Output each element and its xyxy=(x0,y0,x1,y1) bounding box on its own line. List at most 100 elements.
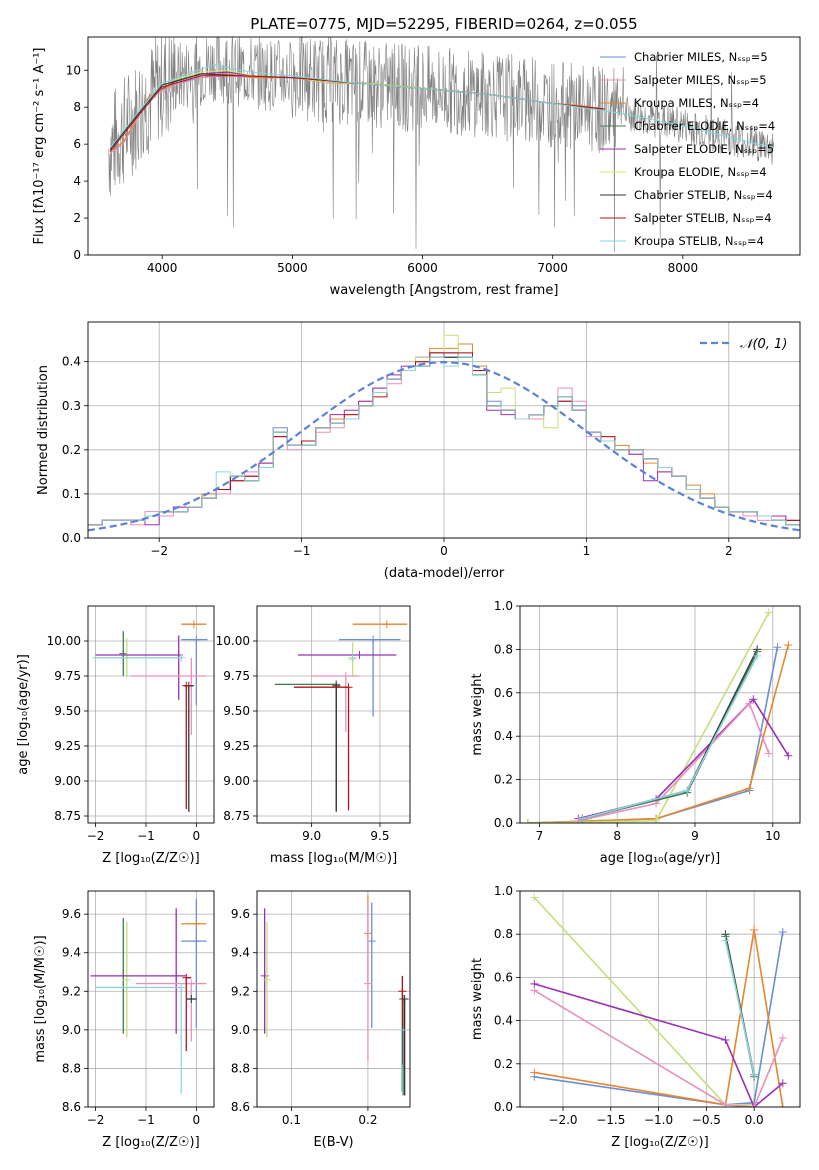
axes-frame xyxy=(87,36,801,256)
weight-marker xyxy=(721,1100,730,1107)
x-tick-label: 10 xyxy=(765,829,780,843)
data-point xyxy=(348,653,357,662)
data-point xyxy=(192,919,201,928)
y-tick-label: 9.0 xyxy=(231,1023,250,1037)
y-tick-label: 8.8 xyxy=(62,1061,81,1075)
x-tick-label: 2 xyxy=(725,544,733,558)
data-point xyxy=(397,1025,406,1034)
y-tick-label: 9.2 xyxy=(62,984,81,998)
plot-area xyxy=(93,620,208,812)
y-tick-label: 9.2 xyxy=(231,984,250,998)
y-tick-label: 0.2 xyxy=(494,773,513,787)
x-axis-label: Z [log₁₀(Z/Z☉)] xyxy=(102,1135,199,1150)
axes-frame xyxy=(519,605,801,824)
y-tick-label: 8.75 xyxy=(54,809,81,823)
data-point xyxy=(192,635,201,644)
y-tick-label: 9.50 xyxy=(54,704,81,718)
data-point xyxy=(341,672,350,680)
data-point xyxy=(177,983,186,992)
weight-marker xyxy=(753,651,762,660)
data-point xyxy=(344,683,353,692)
axes-frame xyxy=(87,890,215,1108)
weight-marker xyxy=(778,1079,787,1088)
plot-area xyxy=(260,894,409,1096)
legend-label: Salpeter MILES, Nₛₛₚ=5 xyxy=(634,73,767,87)
plot-area xyxy=(530,893,787,1107)
y-axis-label: mass [log₁₀(M/M☉)] xyxy=(33,935,48,1062)
y-axis-label: Flux [fλ10⁻¹⁷ erg cm⁻² s⁻¹ A⁻¹] xyxy=(32,48,47,245)
axes-frame xyxy=(87,321,801,539)
plot-area xyxy=(523,608,793,823)
x-axis-label: (data-model)/error xyxy=(384,566,505,581)
x-tick-label: 5000 xyxy=(277,261,308,275)
data-point xyxy=(119,649,128,658)
weight-marker xyxy=(778,1103,787,1107)
data-point xyxy=(367,937,376,946)
x-axis-label: wavelength [Angstrom, rest frame] xyxy=(330,283,559,298)
y-tick-label: 0.4 xyxy=(62,355,81,369)
weight-marker xyxy=(530,986,539,995)
weight-line xyxy=(578,702,770,822)
weight-marker xyxy=(764,749,773,758)
data-point xyxy=(332,681,341,690)
x-tick-label: 9.5 xyxy=(370,829,389,843)
y-tick-label: 1.0 xyxy=(494,599,513,613)
legend-label: Salpeter STELIB, Nₛₛₚ=4 xyxy=(634,211,772,225)
y-axis-label: mass weight xyxy=(470,958,485,1040)
weight-marker xyxy=(683,786,692,795)
axes-frame xyxy=(87,605,215,824)
chart-title: PLATE=0775, MJD=52295, FIBERID=0264, z=0… xyxy=(250,15,637,33)
y-tick-label: 9.4 xyxy=(62,946,81,960)
x-tick-label: 9.0 xyxy=(302,829,321,843)
x-tick-label: 0.2 xyxy=(358,1113,377,1127)
y-tick-label: 1.0 xyxy=(494,884,513,898)
data-point xyxy=(355,651,364,659)
weight-line xyxy=(581,649,758,820)
x-tick-label: −2 xyxy=(150,544,168,558)
x-tick-label: −1.5 xyxy=(596,1113,625,1127)
legend-label: Chabrier MILES, Nₛₛₚ=5 xyxy=(634,50,768,64)
weight-line xyxy=(527,647,779,823)
weight-marker xyxy=(652,816,661,823)
data-point xyxy=(182,973,191,982)
axes-frame xyxy=(256,890,411,1108)
x-tick-label: −2 xyxy=(87,1113,105,1127)
weight-marker xyxy=(530,1068,539,1077)
weight-marker xyxy=(721,1036,730,1045)
x-tick-label: 0 xyxy=(193,829,201,843)
weight-line xyxy=(527,612,770,823)
x-tick-label: 0.0 xyxy=(745,1113,764,1127)
data-point xyxy=(182,681,191,690)
y-tick-label: 9.4 xyxy=(231,946,250,960)
y-tick-label: 0.2 xyxy=(494,1057,513,1071)
y-axis-label: mass weight xyxy=(470,673,485,755)
data-point xyxy=(398,987,407,996)
weight-marker xyxy=(523,819,532,823)
x-axis-label: age [log₁₀(age/yr)] xyxy=(600,851,721,866)
y-tick-label: 0.2 xyxy=(62,443,81,457)
y-tick-label: 9.6 xyxy=(231,907,250,921)
data-point xyxy=(187,672,196,680)
x-tick-label: −2.0 xyxy=(548,1113,577,1127)
weight-line xyxy=(534,929,784,1107)
y-tick-label: 10.00 xyxy=(216,634,250,648)
normal-curve xyxy=(88,360,800,532)
data-point xyxy=(363,979,372,988)
series-line xyxy=(109,64,775,149)
x-tick-label: 0 xyxy=(440,544,448,558)
y-tick-label: 9.25 xyxy=(223,739,250,753)
legend-label: Kroupa ELODIE, Nₛₛₚ=4 xyxy=(634,165,767,179)
weight-line xyxy=(724,940,755,1075)
y-tick-label: 0.4 xyxy=(494,729,513,743)
y-tick-label: 8.8 xyxy=(231,1061,250,1075)
y-tick-label: 0.6 xyxy=(494,686,513,700)
weight-marker xyxy=(773,643,782,652)
legend-label: Kroupa STELIB, Nₛₛₚ=4 xyxy=(634,234,764,248)
y-tick-label: 8 xyxy=(73,100,81,114)
y-axis-label: Normed distribution xyxy=(36,365,51,495)
y-tick-label: 0.6 xyxy=(494,970,513,984)
data-point xyxy=(187,979,196,988)
y-tick-label: 9.6 xyxy=(62,907,81,921)
y-tick-label: 10 xyxy=(66,63,81,77)
